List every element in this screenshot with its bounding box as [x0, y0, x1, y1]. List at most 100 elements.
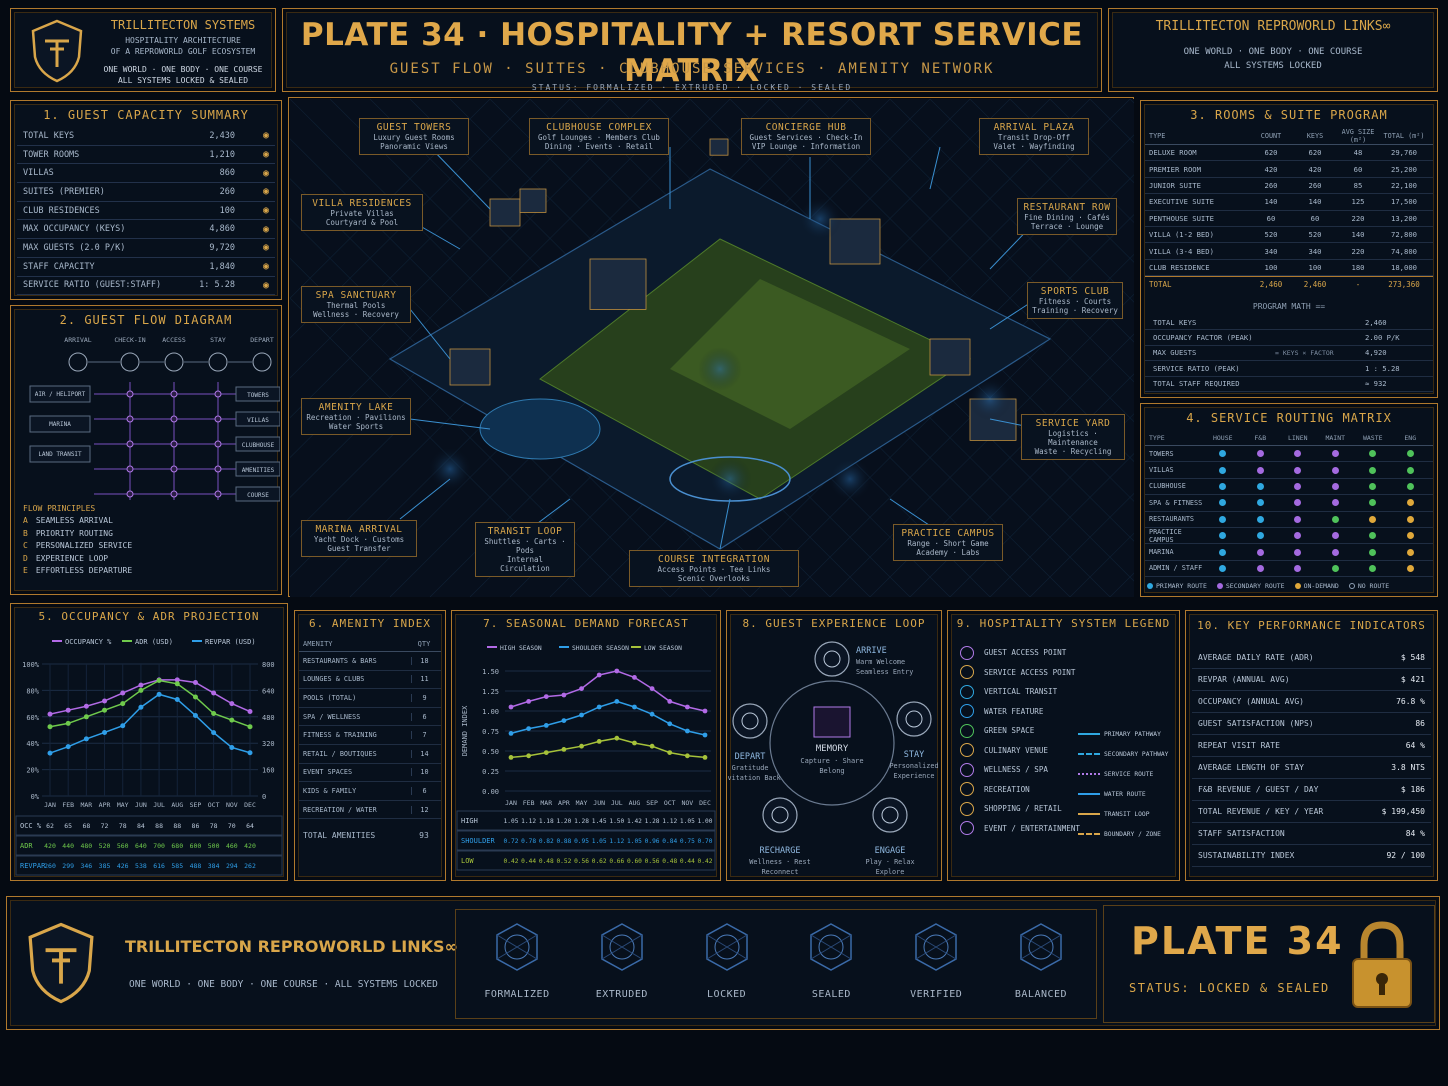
route-dot [1369, 499, 1377, 507]
rooms-cell: 420 [1264, 164, 1278, 174]
data-point [632, 675, 637, 680]
route-dot [1219, 515, 1227, 523]
badge-label: EXTRUDED [595, 989, 648, 1000]
route-dot [1256, 548, 1264, 556]
data-point [596, 704, 602, 710]
rooms-total-cell: 2,460 [1259, 280, 1283, 290]
routing-header-cell: WASTE [1362, 434, 1383, 442]
amenity-total-row: TOTAL AMENITIES 93 [299, 823, 441, 847]
callout-title: SERVICE YARD [1035, 418, 1111, 429]
data-point [120, 701, 126, 707]
callout-desc-2: Training · Recovery [1032, 306, 1118, 315]
table-cell: 65 [64, 822, 72, 830]
rooms-cell: 72,800 [1391, 230, 1417, 240]
table-cell: 1.05 [680, 818, 695, 825]
route-dot [1331, 482, 1339, 490]
kpi-value: 76.8 % [1396, 697, 1425, 706]
amenity-row: RECREATION / WATER 12 [299, 801, 441, 820]
principle-text: EFFORTLESS DEPARTURE [35, 566, 133, 575]
rooms-cell: 85 [1353, 180, 1363, 190]
kpi-label: STAFF SATISFACTION [1198, 829, 1285, 838]
callout-desc-1: Access Points · Tee Links [657, 565, 771, 574]
route-dot [1219, 499, 1227, 507]
data-point [102, 729, 108, 735]
loop-node-icon [872, 797, 908, 833]
table-cell: 0.88 [556, 838, 571, 845]
data-point [138, 704, 144, 710]
routing-cell [1242, 482, 1280, 490]
data-point [508, 704, 514, 710]
x-tick: NOV [681, 799, 693, 807]
x-tick: OCT [208, 801, 220, 809]
routing-cell [1204, 482, 1242, 490]
x-tick: MAR [540, 799, 552, 807]
program-math-row: MAX GUESTS = KEYS × FACTOR 4,920 [1145, 346, 1433, 362]
table-cell: 384 [208, 862, 220, 870]
math-label: TOTAL KEYS [1153, 317, 1197, 327]
routing-legend-label: NO ROUTE [1357, 582, 1390, 590]
kpi-row: SUSTAINABILITY INDEX 92 / 100 [1192, 845, 1431, 867]
table-cell: 1.50 [609, 818, 624, 825]
flow-col-label: CHECK-IN [114, 336, 145, 344]
data-point [702, 708, 708, 714]
guest-flow-diagram: ARRIVAL CHECK-IN ACCESS STAY DEPART AIR / HEL… [29, 336, 280, 502]
table-cell: 1.45 [592, 818, 607, 825]
y-tick: 0.50 [482, 748, 499, 756]
loop-node-desc: Wellness · Rest [749, 858, 810, 866]
header-center: PLATE 34 · HOSPITALITY + RESORT SERVICE … [282, 8, 1102, 92]
routing-cell [1354, 482, 1392, 490]
capacity-icon: ◉ [262, 186, 269, 198]
flow-dest-label: TOWERS [247, 392, 269, 399]
table-cell: 0.52 [556, 858, 571, 865]
grid-line [989, 453, 1134, 597]
map-callout: SERVICE YARD Logistics · Maintenance Waste… [1021, 414, 1125, 460]
amenity-qty: 7 [411, 731, 437, 740]
experience-loop-panel: 8. GUEST EXPERIENCE LOOP MEMORY Capture ·… [726, 610, 942, 881]
kpi-value: 92 / 100 [1386, 851, 1425, 860]
flow-source-label: MARINA [49, 421, 71, 428]
grid-line [290, 99, 491, 299]
data-point [684, 704, 690, 710]
principle-letter: A [23, 516, 28, 525]
route-dot [1369, 515, 1377, 523]
x-tick: MAY [576, 799, 588, 807]
loop-node-icon [762, 797, 798, 833]
capacity-value: 260 [219, 186, 235, 197]
status-badge: SEALED [783, 921, 879, 1013]
routing-header-cell: F&B [1254, 434, 1267, 442]
flow-source-label: AIR / HELIPORT [35, 391, 86, 398]
routing-legend-label: PRIMARY ROUTE [1156, 582, 1207, 590]
route-dot [1331, 499, 1339, 507]
legend-icon [960, 821, 974, 836]
y-tick: 1.00 [482, 708, 499, 716]
program-math-row: TOTAL STAFF REQUIRED ≈ 932 [1145, 377, 1433, 392]
table-cell: 0.56 [574, 858, 589, 865]
callout-title: GUEST TOWERS [376, 122, 452, 133]
program-math-row: SERVICE RATIO (PEAK) 1 : 5.28 [1145, 361, 1433, 377]
data-point [65, 707, 71, 713]
table-cell: 62 [46, 822, 54, 830]
capacity-label: CLUB RESIDENCES [23, 205, 100, 216]
capacity-value: 1,210 [209, 149, 235, 160]
grid-line [290, 99, 571, 379]
rooms-header-row: TYPE COUNT KEYS AVG SIZE (m²) TOTAL (m²) [1145, 128, 1433, 145]
map-callout: RESTAURANT ROW Fine Dining · Cafés Terrace… [1017, 198, 1117, 235]
y-tick-left: 0% [31, 793, 40, 801]
table-cell: 0.44 [680, 858, 695, 865]
rooms-row: PENTHOUSE SUITE 60 60 220 13,200 [1145, 211, 1433, 227]
callout-title: SPA SANCTUARY [315, 290, 397, 301]
legend-line-swatch [1078, 833, 1100, 835]
rooms-row: VILLA (3-4 BED) 340 340 220 74,800 [1145, 243, 1433, 260]
table-cell: 0.48 [539, 858, 554, 865]
flow-node [126, 390, 134, 398]
route-dot [1331, 532, 1339, 540]
data-point [138, 682, 144, 688]
grid-line [809, 99, 1134, 423]
x-tick: SEP [646, 799, 658, 807]
table-cell: 0.48 [662, 858, 677, 865]
legend-item: WELLNESS / SPA [960, 760, 1080, 780]
rooms-total-cell: TOTAL [1149, 280, 1172, 290]
capacity-row: CLUB RESIDENCES 100 ◉ [17, 202, 275, 221]
table-cell: 78 [210, 822, 218, 830]
route-dot [1369, 450, 1377, 458]
